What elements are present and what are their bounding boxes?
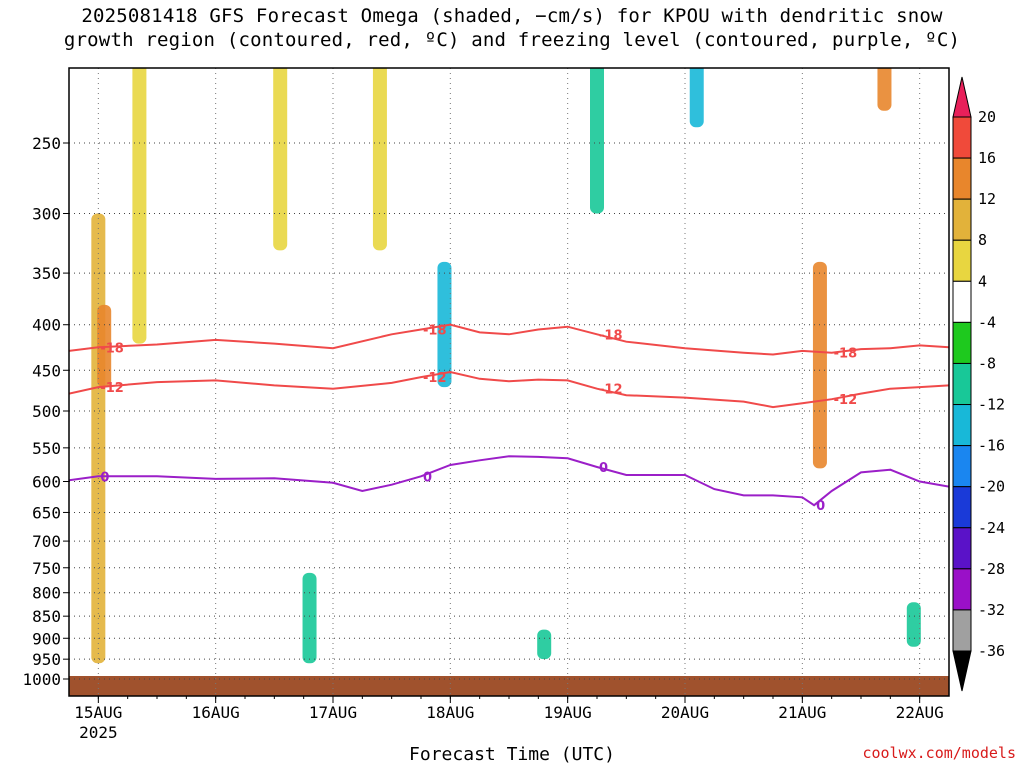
- colorbar-label: 8: [978, 231, 987, 249]
- x-tick-label: 19AUG: [544, 703, 592, 722]
- contour-label: -18: [599, 328, 623, 343]
- colorbar-label: 16: [978, 149, 996, 167]
- omega-cell: [273, 68, 288, 251]
- contour-label: 0: [599, 461, 608, 476]
- omega-cell: [97, 304, 112, 388]
- contour-label: -18: [100, 341, 124, 356]
- colorbar-bin: [952, 609, 972, 652]
- contour--18: [69, 323, 949, 356]
- contours: -18 -18 -18 -18 -12 -12 -12 -12 0 0 0 0: [69, 323, 949, 514]
- title-line-2: growth region (contoured, red, ºC) and f…: [63, 29, 961, 51]
- colorbar-bin: [952, 321, 972, 364]
- colorbar-bin: [952, 404, 972, 447]
- y-tick-label: 450: [32, 361, 61, 380]
- colorbar-top-arrow: [952, 76, 972, 118]
- contour-label: 0: [423, 470, 432, 485]
- colorbar-label: 20: [978, 108, 996, 126]
- contour-label: -12: [834, 393, 858, 408]
- colorbar-bin: [952, 239, 972, 282]
- y-tick-label: 950: [32, 650, 61, 669]
- contour-label: -12: [423, 371, 447, 386]
- y-tick-label: 600: [32, 472, 61, 491]
- colorbar: 20 16 12 8 4 -4 -8 -12 -16 -20 -24 -28 -32 -36: [952, 76, 1005, 692]
- y-tick-label: 350: [32, 264, 61, 283]
- colorbar-bin: [952, 116, 972, 159]
- colorbar-label: -20: [978, 478, 1005, 496]
- colorbar-bin: [952, 527, 972, 570]
- y-tick-label: 300: [32, 204, 61, 223]
- y-tick-label: 550: [32, 439, 61, 458]
- y-tick-label: 800: [32, 584, 61, 603]
- contour-label: -12: [100, 381, 124, 396]
- credit-link[interactable]: coolwx.com/models: [862, 744, 1016, 762]
- x-tick-label: 17AUG: [309, 703, 357, 722]
- x-tick-label: 21AUG: [778, 703, 826, 722]
- y-tick-label: 650: [32, 503, 61, 522]
- contour-label: 0: [100, 470, 109, 485]
- colorbar-label: -8: [978, 354, 996, 372]
- x-tick-label: 18AUG: [426, 703, 474, 722]
- x-axis: 15AUG 16AUG 17AUG 18AUG 19AUG 20AUG 21AUG 22AUG…: [74, 696, 944, 742]
- colorbar-label: -36: [978, 642, 1005, 660]
- title-line-1: 2025081418 GFS Forecast Omega (shaded, −…: [81, 5, 943, 27]
- omega-cell: [689, 68, 704, 128]
- omega-cell: [302, 572, 317, 664]
- colorbar-bin: [952, 445, 972, 488]
- omega-cell: [372, 68, 387, 251]
- colorbar-label: -24: [978, 519, 1005, 537]
- colorbar-label: 12: [978, 190, 996, 208]
- omega-cell: [590, 68, 604, 214]
- grid: [69, 68, 949, 696]
- y-tick-label: 400: [32, 316, 61, 335]
- colorbar-bin: [952, 568, 972, 611]
- contour-label: -12: [599, 383, 623, 398]
- x-tick-label: 15AUG: [74, 703, 122, 722]
- y-tick-label: 250: [32, 134, 61, 153]
- contour-label: -18: [423, 324, 447, 339]
- omega-shading: [91, 68, 921, 664]
- y-tick-label: 850: [32, 607, 61, 626]
- contour-label: -18: [834, 347, 858, 362]
- x-tick-label: 22AUG: [896, 703, 944, 722]
- x-tick-label: 20AUG: [661, 703, 709, 722]
- colorbar-bin: [952, 198, 972, 241]
- chart-title: 2025081418 GFS Forecast Omega (shaded, −…: [0, 4, 1024, 52]
- y-tick-label: 750: [32, 559, 61, 578]
- colorbar-label: -4: [978, 313, 996, 331]
- y-tick-label: 500: [32, 402, 61, 421]
- colorbar-bottom-arrow: [952, 650, 972, 692]
- y-axis: 250 300 350 400 450 500 550 600 650 700 750 800 850 9…: [22, 134, 69, 689]
- x-axis-label: Forecast Time (UTC): [409, 744, 615, 765]
- contour-label: 0: [816, 499, 825, 514]
- omega-cell: [132, 68, 147, 344]
- x-year-label: 2025: [79, 723, 118, 742]
- colorbar-label: -32: [978, 601, 1005, 619]
- colorbar-label: -16: [978, 437, 1005, 455]
- y-tick-label: 900: [32, 629, 61, 648]
- omega-cell: [877, 68, 892, 111]
- x-tick-label: 16AUG: [192, 703, 240, 722]
- ground-band: [69, 676, 949, 696]
- colorbar-bin: [952, 486, 972, 529]
- colorbar-bin: [952, 157, 972, 200]
- contour-0: [69, 455, 949, 507]
- colorbar-label: -28: [978, 560, 1005, 578]
- colorbar-bin: [952, 280, 972, 323]
- contour--12: [69, 370, 949, 409]
- y-tick-label: 1000: [22, 670, 61, 689]
- omega-cell: [537, 629, 552, 660]
- colorbar-bin: [952, 362, 972, 406]
- omega-cell: [812, 261, 827, 469]
- y-tick-label: 700: [32, 532, 61, 551]
- colorbar-label: -12: [978, 396, 1005, 414]
- omega-cell: [906, 602, 921, 647]
- colorbar-label: 4: [978, 272, 987, 290]
